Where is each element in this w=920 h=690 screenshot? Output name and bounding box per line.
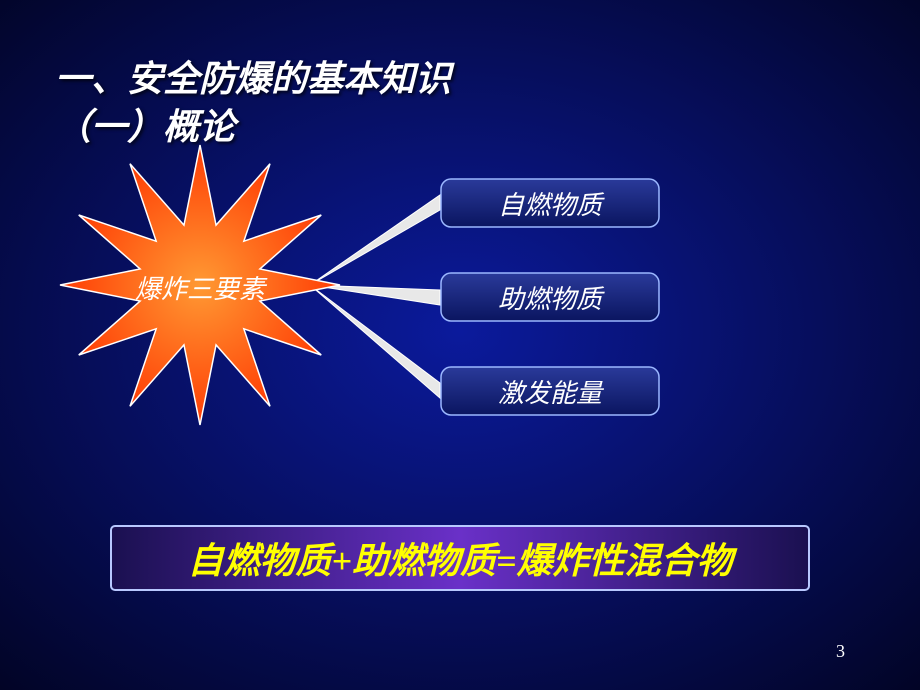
equation-box: 自燃物质+助燃物质=爆炸性混合物 (110, 525, 810, 591)
factor-label: 激发能量 (440, 366, 660, 416)
page-number: 3 (836, 641, 845, 662)
slide: 一、安全防爆的基本知识 （一）概论 爆炸三要素 自燃物质助燃物质激发能量 自燃物… (0, 0, 920, 690)
title-line-1: 一、安全防爆的基本知识 (55, 50, 451, 102)
equation-text: 自燃物质+助燃物质=爆炸性混合物 (187, 532, 732, 584)
factor-label: 自燃物质 (440, 178, 660, 228)
starburst-label: 爆炸三要素 (120, 269, 280, 306)
factor-label: 助燃物质 (440, 272, 660, 322)
